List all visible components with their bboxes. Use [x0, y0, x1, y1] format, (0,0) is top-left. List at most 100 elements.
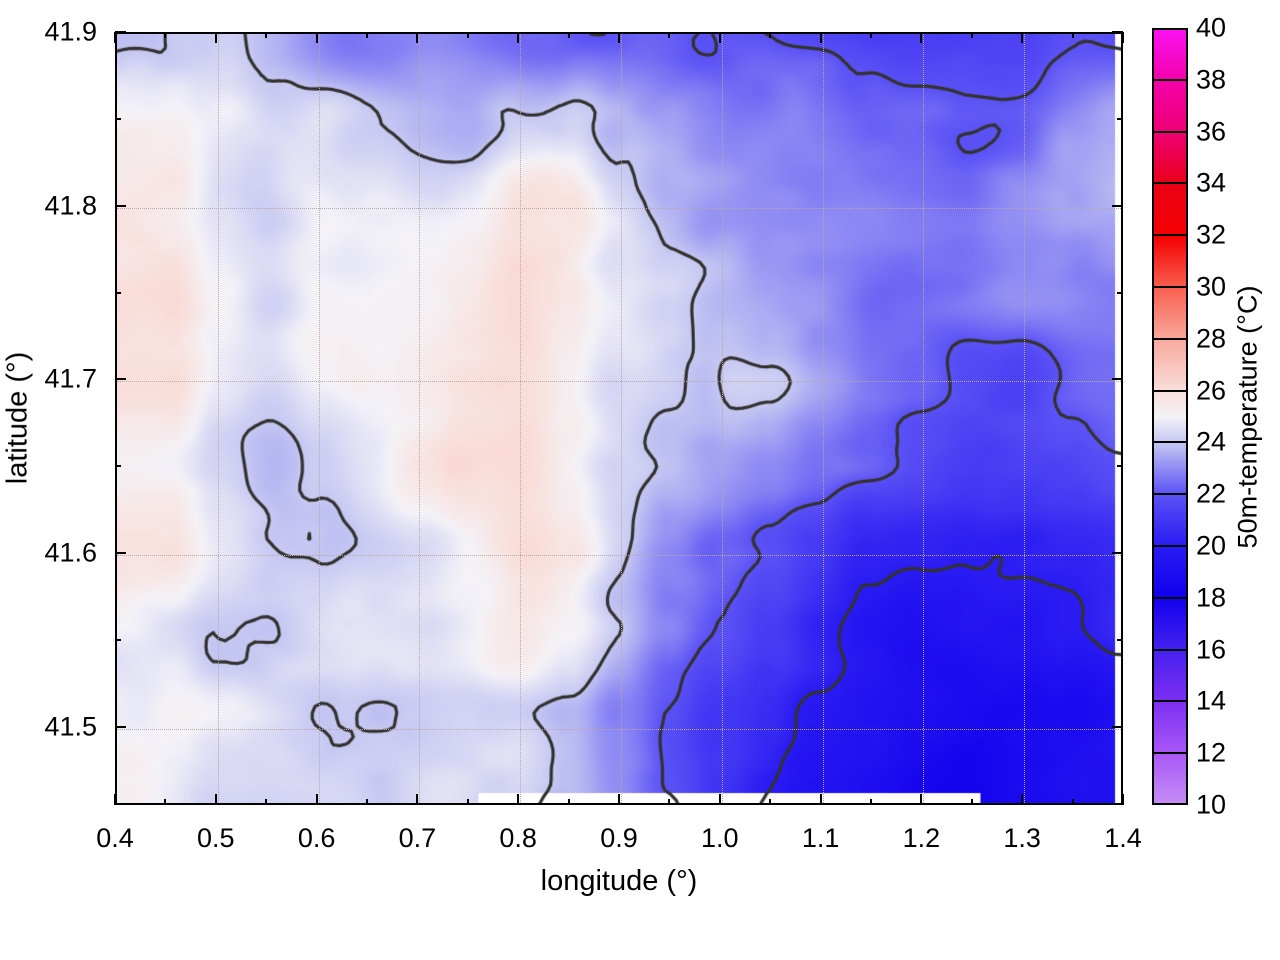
- colorbar-tick-label: 40: [1196, 12, 1227, 43]
- x-minor-tick: [567, 799, 570, 805]
- x-minor-tick: [668, 32, 671, 38]
- x-major-tick: [920, 32, 923, 43]
- x-minor-tick: [466, 32, 469, 38]
- x-major-tick: [718, 32, 721, 43]
- x-tick-label: 0.4: [96, 823, 134, 853]
- x-minor-tick: [1071, 799, 1074, 805]
- y-major-tick: [115, 725, 126, 728]
- colorbar-tick: [1152, 648, 1188, 651]
- y-major-tick: [1112, 31, 1123, 33]
- colorbar-tick-label: 34: [1196, 167, 1227, 198]
- y-minor-tick: [115, 291, 121, 294]
- x-major-tick: [819, 794, 822, 805]
- x-minor-tick: [164, 32, 167, 38]
- colorbar-tick-label: 16: [1196, 634, 1227, 665]
- x-minor-tick: [668, 799, 671, 805]
- plot-area: [115, 32, 1123, 805]
- x-minor-tick: [366, 32, 368, 38]
- x-major-tick: [618, 794, 620, 805]
- colorbar-tick-label: 24: [1196, 426, 1227, 457]
- x-minor-tick: [164, 799, 167, 805]
- x-minor-tick: [567, 32, 570, 38]
- y-major-tick: [115, 378, 126, 381]
- x-tick-label: 0.8: [499, 823, 537, 853]
- x-minor-tick: [970, 32, 973, 38]
- y-tick-label: 41.7: [44, 363, 97, 394]
- colorbar-tick-label: 36: [1196, 116, 1227, 147]
- x-minor-tick: [870, 32, 872, 38]
- colorbar-tick-label: 28: [1196, 323, 1227, 354]
- y-tick-label: 41.6: [44, 537, 97, 568]
- colorbar-tick-label: 38: [1196, 64, 1227, 95]
- y-axis-label: latitude (°): [1, 351, 34, 485]
- x-tick-label: 1.3: [1003, 823, 1041, 853]
- x-minor-tick: [366, 799, 368, 805]
- colorbar-tick: [1152, 78, 1188, 81]
- x-major-tick: [819, 32, 822, 43]
- y-tick-label: 41.8: [44, 190, 97, 221]
- colorbar-tick-label: 22: [1196, 478, 1227, 509]
- colorbar-tick: [1152, 389, 1188, 392]
- x-major-tick: [1021, 794, 1024, 805]
- heatmap-canvas: [117, 34, 1121, 803]
- x-major-tick: [1122, 794, 1124, 805]
- x-tick-label: 0.5: [197, 823, 235, 853]
- colorbar-tick: [1152, 545, 1188, 547]
- x-minor-tick: [466, 799, 469, 805]
- colorbar-group: 10 12 14 16 18 20 22 24 26 28 30 32 34 36 38 40: [1152, 14, 1226, 818]
- y-minor-tick: [1117, 117, 1123, 120]
- x-tick-label: 0.9: [600, 823, 638, 853]
- colorbar-tick-label: 14: [1196, 685, 1227, 716]
- colorbar-tick: [1152, 286, 1188, 288]
- y-major-tick: [1112, 204, 1123, 207]
- colorbar-tick-label: 32: [1196, 219, 1227, 250]
- colorbar-tick: [1152, 234, 1188, 237]
- x-axis-label: longitude (°): [540, 865, 698, 897]
- y-minor-tick: [1117, 291, 1123, 294]
- colorbar-tick: [1152, 441, 1188, 444]
- x-minor-tick: [265, 799, 268, 805]
- y-major-tick: [1112, 552, 1123, 555]
- x-major-tick: [1122, 32, 1124, 43]
- x-major-tick: [416, 794, 419, 805]
- colorbar-tick: [1152, 182, 1188, 185]
- x-major-tick: [718, 794, 721, 805]
- y-minor-tick: [115, 465, 121, 468]
- colorbar-tick: [1152, 752, 1188, 755]
- x-tick-label: 1.0: [701, 823, 739, 853]
- x-minor-tick: [970, 799, 973, 805]
- x-minor-tick: [870, 799, 872, 805]
- x-major-tick: [114, 794, 116, 805]
- x-tick-label: 1.2: [902, 823, 941, 853]
- y-major-tick: [1112, 725, 1123, 728]
- colorbar-tick-label: 12: [1196, 737, 1227, 768]
- x-major-tick: [214, 794, 217, 805]
- x-major-tick: [315, 32, 318, 43]
- colorbar-tick: [1152, 700, 1188, 703]
- x-major-tick: [1021, 32, 1024, 43]
- x-tick-label: 0.6: [297, 823, 336, 853]
- y-tick-label: 41.9: [44, 16, 97, 47]
- y-tick-label: 41.5: [44, 711, 97, 742]
- colorbar-tick: [1152, 493, 1188, 496]
- colorbar-gradient: [1154, 30, 1186, 803]
- x-major-tick: [517, 794, 520, 805]
- y-minor-tick: [115, 117, 121, 120]
- y-major-tick: [115, 204, 126, 207]
- y-major-tick: [115, 552, 126, 555]
- colorbar-tick: [1152, 130, 1188, 133]
- x-tick-label: 0.7: [398, 823, 437, 853]
- x-major-tick: [920, 794, 923, 805]
- colorbar-tick-label: 26: [1196, 375, 1227, 406]
- colorbar-tick-label: 10: [1196, 789, 1227, 820]
- x-tick-label: 1.4: [1104, 823, 1142, 853]
- x-tick-label: 1.1: [801, 823, 840, 853]
- x-minor-tick: [769, 799, 772, 805]
- colorbar-tick-label: 18: [1196, 582, 1227, 613]
- x-minor-tick: [265, 32, 268, 38]
- y-major-tick: [115, 31, 126, 33]
- x-minor-tick: [769, 32, 772, 38]
- x-major-tick: [517, 32, 520, 43]
- y-minor-tick: [1117, 638, 1123, 641]
